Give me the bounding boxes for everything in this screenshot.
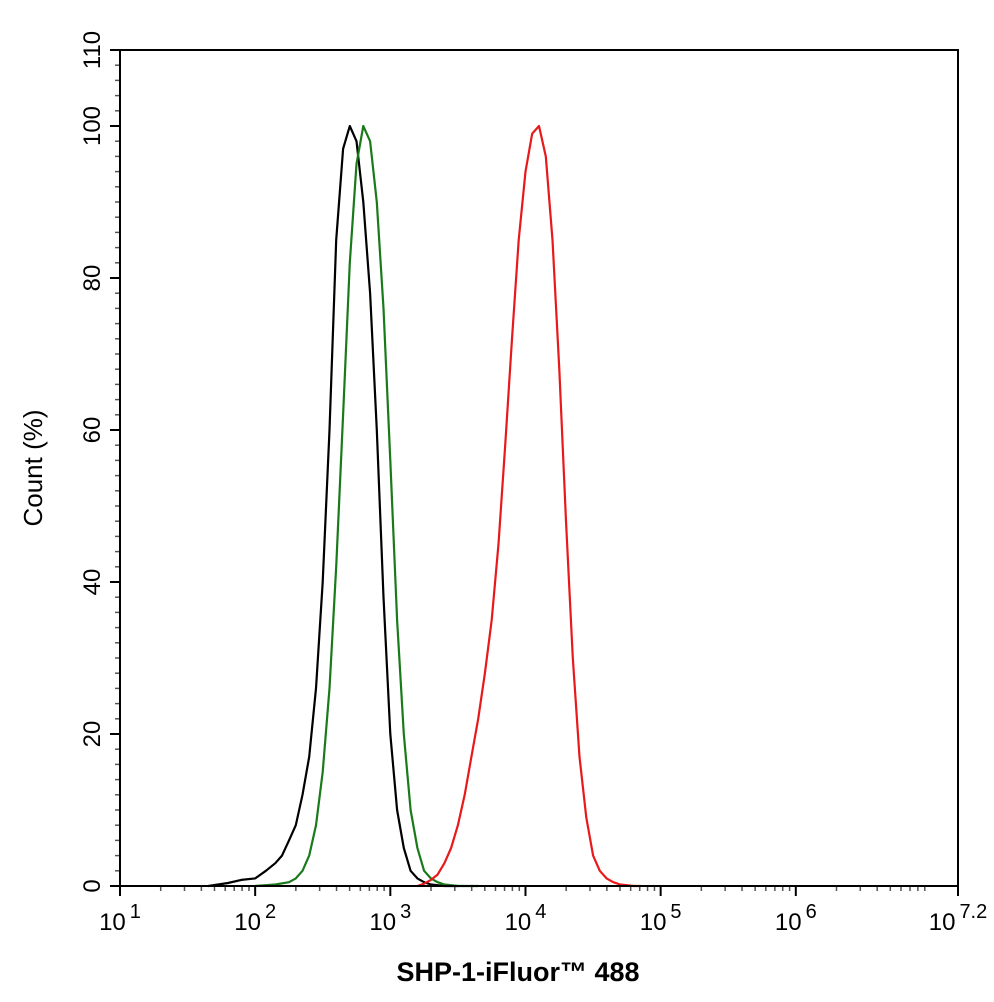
y-tick-label: 40 (79, 569, 106, 596)
y-axis-tick-labels: 0 20 40 60 80 100 110 (79, 31, 106, 893)
y-tick-label: 20 (79, 721, 106, 748)
x-axis-ticks (119, 886, 959, 896)
plot-frame (119, 49, 959, 887)
x-tick-label: 10 1 (99, 901, 141, 936)
y-tick-label: 100 (79, 106, 106, 146)
histogram-series-2 (254, 124, 480, 888)
histogram-series-3 (416, 124, 642, 888)
y-tick-label: 0 (79, 879, 106, 892)
x-axis-tick-labels: 10 1 10 2 10 3 10 4 10 5 10 6 10 7.2 (99, 901, 987, 936)
y-axis-ticks (110, 49, 120, 887)
series-layer (207, 124, 642, 888)
x-tick-label: 10 2 (234, 901, 276, 936)
x-axis-title: SHP-1-iFluor™ 488 (396, 957, 639, 987)
x-tick-label: 10 6 (775, 901, 817, 936)
y-tick-label: 80 (79, 265, 106, 292)
y-tick-label: 60 (79, 417, 106, 444)
x-tick-label: 10 7.2 (929, 901, 988, 936)
histogram-series-1 (207, 124, 459, 888)
x-tick-label: 10 5 (640, 901, 682, 936)
x-tick-label: 10 4 (505, 901, 547, 936)
y-tick-label: 110 (79, 31, 106, 69)
y-axis-title: Count (%) (18, 409, 48, 526)
x-tick-label: 10 3 (369, 901, 411, 936)
